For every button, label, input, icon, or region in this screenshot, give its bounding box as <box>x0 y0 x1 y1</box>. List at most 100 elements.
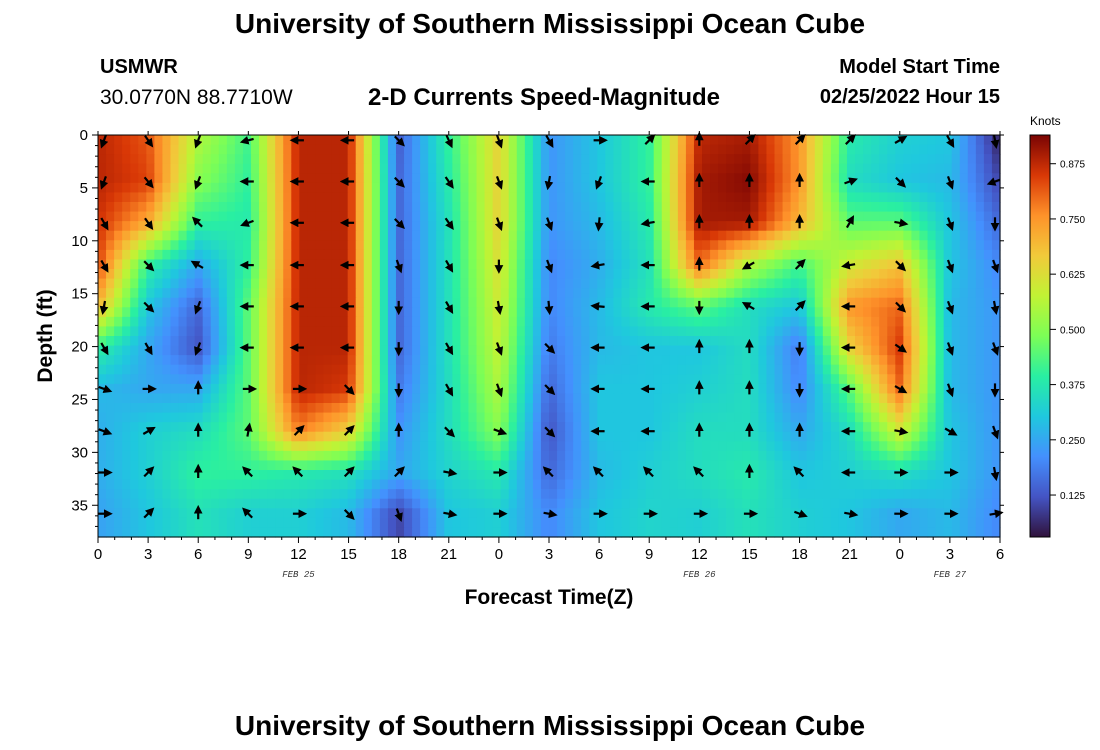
heatmap-cell <box>355 316 365 328</box>
heatmap-cell <box>532 240 542 251</box>
heatmap-cell <box>194 527 204 538</box>
heatmap-cell <box>98 316 107 328</box>
heatmap-cell <box>911 182 921 194</box>
heatmap-cell <box>710 431 719 442</box>
heatmap-cell <box>355 364 365 375</box>
heatmap-cell <box>412 479 421 490</box>
heatmap-cell <box>516 269 526 280</box>
current-arrow <box>542 466 554 478</box>
heatmap-cell <box>476 182 486 194</box>
heatmap-cell <box>637 508 647 519</box>
heatmap-cell <box>677 230 687 241</box>
heatmap-cell <box>782 211 792 222</box>
heatmap-cell <box>919 364 929 375</box>
heatmap-cell <box>452 441 462 452</box>
heatmap-cell <box>218 269 228 280</box>
heatmap-cell <box>863 240 872 251</box>
heatmap-cell <box>661 412 671 423</box>
heatmap-cell <box>613 173 623 184</box>
heatmap-cell <box>629 460 639 471</box>
heatmap-cell <box>863 163 872 174</box>
heatmap-cell <box>710 460 719 471</box>
heatmap-cell <box>943 202 953 213</box>
heatmap-cell <box>186 154 196 165</box>
heatmap-cell <box>114 144 123 155</box>
heatmap-cell <box>838 221 848 232</box>
heatmap-cell <box>323 316 333 328</box>
heatmap-cell <box>436 336 445 347</box>
heatmap-cell <box>653 527 663 538</box>
heatmap-cell <box>387 403 397 414</box>
heatmap-cell <box>895 144 904 155</box>
heatmap-cell <box>492 403 502 414</box>
heatmap-cell <box>758 450 768 462</box>
heatmap-cell <box>387 336 397 347</box>
heatmap-cell <box>871 192 880 203</box>
heatmap-cell <box>887 393 896 404</box>
heatmap-cell <box>589 230 598 241</box>
heatmap-cell <box>605 336 615 347</box>
heatmap-cell <box>524 249 534 261</box>
heatmap-cell <box>202 498 212 509</box>
heatmap-cell <box>871 221 880 232</box>
heatmap-cell <box>581 202 590 213</box>
heatmap-cell <box>887 230 896 241</box>
heatmap-cell <box>130 498 139 509</box>
heatmap-cell <box>677 412 687 423</box>
heatmap-cell <box>460 508 470 519</box>
heatmap-cell <box>863 383 872 395</box>
heatmap-cell <box>226 498 236 509</box>
heatmap-cell <box>540 336 550 347</box>
heatmap-cell <box>106 412 115 423</box>
heatmap-cell <box>194 374 204 385</box>
heatmap-cell <box>532 154 542 165</box>
heatmap-cell <box>532 517 542 529</box>
heatmap-cell <box>202 297 212 308</box>
heatmap-cell <box>653 489 663 500</box>
heatmap-cell <box>347 374 357 385</box>
heatmap-cell <box>822 412 832 423</box>
heatmap-cell <box>484 479 494 490</box>
heatmap-cell <box>468 154 478 165</box>
heatmap-cell <box>138 517 147 529</box>
heatmap-cell <box>283 230 292 241</box>
heatmap-cell <box>371 479 381 490</box>
heatmap-cell <box>702 307 711 318</box>
heatmap-cell <box>283 422 292 433</box>
heatmap-cell <box>605 355 615 366</box>
heatmap-cell <box>242 182 252 194</box>
heatmap-cell <box>283 326 292 337</box>
heatmap-cell <box>669 211 679 222</box>
heatmap-cell <box>315 297 325 308</box>
heatmap-cell <box>291 288 300 299</box>
heatmap-cell <box>919 326 929 337</box>
heatmap-cell <box>532 393 542 404</box>
heatmap-cell <box>395 527 405 538</box>
heatmap-cell <box>170 374 180 385</box>
heatmap-cell <box>669 230 679 241</box>
heatmap-cell <box>154 288 164 299</box>
heatmap-cell <box>226 450 236 462</box>
heatmap-cell <box>436 517 445 529</box>
heatmap-cell <box>565 393 574 404</box>
heatmap-cell <box>347 240 357 251</box>
heatmap-cell <box>162 355 172 366</box>
heatmap-cell <box>532 479 542 490</box>
heatmap-cell <box>170 249 180 261</box>
heatmap-cell <box>710 470 719 481</box>
heatmap-cell <box>186 479 196 490</box>
heatmap-cell <box>661 345 671 356</box>
heatmap-cell <box>959 182 969 194</box>
heatmap-cell <box>677 269 687 280</box>
heatmap-cell <box>452 221 462 232</box>
heatmap-cell <box>621 441 631 452</box>
heatmap-cell <box>814 230 824 241</box>
heatmap-cell <box>790 498 800 509</box>
heatmap-cell <box>702 163 711 174</box>
heatmap-cell <box>943 517 953 529</box>
heatmap-cell <box>275 202 284 213</box>
heatmap-cell <box>871 211 880 222</box>
heatmap-cell <box>355 211 365 222</box>
heatmap-cell <box>645 374 655 385</box>
heatmap-cell <box>194 269 204 280</box>
